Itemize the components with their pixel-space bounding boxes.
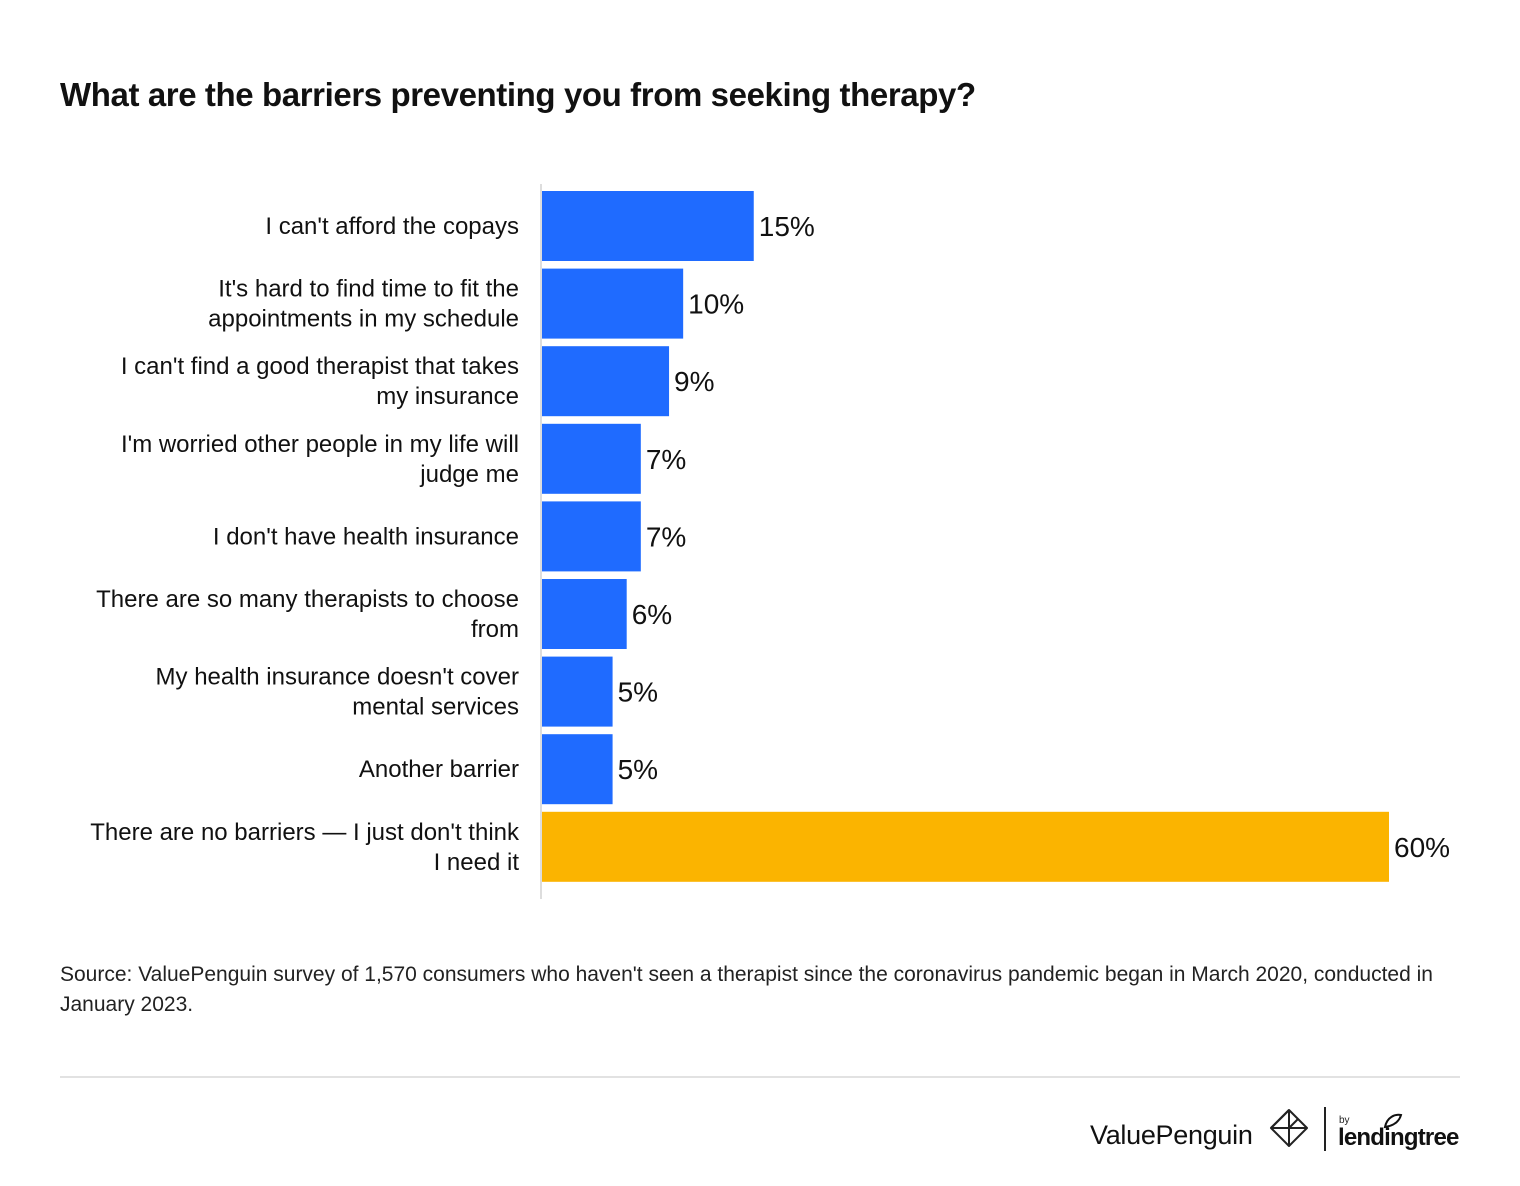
bars-layer: 15% I can't afford the copays 10% It's hard… bbox=[90, 191, 1450, 882]
category-label-0: I can't afford the copays bbox=[265, 213, 519, 240]
bar-7 bbox=[542, 734, 613, 805]
valuepenguin-logo-text: ValuePenguin bbox=[1090, 1120, 1253, 1150]
value-label-8: 60% bbox=[1394, 832, 1450, 863]
by-text: by bbox=[1339, 1115, 1350, 1126]
leaf-icon bbox=[1383, 1113, 1403, 1129]
penguin-logo-icon bbox=[1270, 1109, 1308, 1147]
page-title: What are the barriers preventing you fro… bbox=[60, 76, 976, 113]
source-note: Source: ValuePenguin survey of 1,570 con… bbox=[60, 963, 1433, 1016]
category-label-4: I don't have health insurance bbox=[213, 523, 519, 550]
value-label-5: 6% bbox=[632, 599, 672, 630]
bar-1 bbox=[542, 268, 684, 339]
category-label-1: It's hard to find time to fit the appoint… bbox=[208, 276, 519, 333]
bar-0 bbox=[542, 191, 754, 261]
bar-4 bbox=[542, 501, 641, 572]
category-label-2: I can't find a good therapist that takes… bbox=[121, 353, 519, 410]
category-label-6: My health insurance doesn't cover mental … bbox=[156, 664, 519, 721]
lendingtree-logo-text: lendingtree bbox=[1338, 1124, 1459, 1151]
bar-chart: 15% I can't afford the copays 10% It's hard… bbox=[90, 184, 1450, 899]
brand-divider bbox=[1324, 1107, 1326, 1151]
bar-8 bbox=[542, 811, 1389, 882]
value-label-2: 9% bbox=[674, 366, 714, 397]
value-label-0: 15% bbox=[759, 211, 815, 242]
category-label-3: I'm worried other people in my life will… bbox=[121, 431, 519, 488]
category-label-7: Another barrier bbox=[359, 756, 519, 783]
bar-6 bbox=[542, 656, 613, 727]
value-label-4: 7% bbox=[646, 521, 686, 552]
value-label-1: 10% bbox=[688, 289, 744, 320]
bar-2 bbox=[542, 346, 670, 417]
bar-3 bbox=[542, 423, 641, 494]
category-label-8: There are no barriers — I just don't thi… bbox=[90, 819, 520, 876]
category-label-5: There are so many therapists to choose fr… bbox=[96, 586, 519, 643]
value-label-7: 5% bbox=[618, 754, 658, 785]
footer-divider bbox=[60, 1076, 1460, 1078]
value-label-6: 5% bbox=[618, 677, 658, 708]
bar-5 bbox=[542, 579, 627, 649]
value-label-3: 7% bbox=[646, 444, 686, 475]
